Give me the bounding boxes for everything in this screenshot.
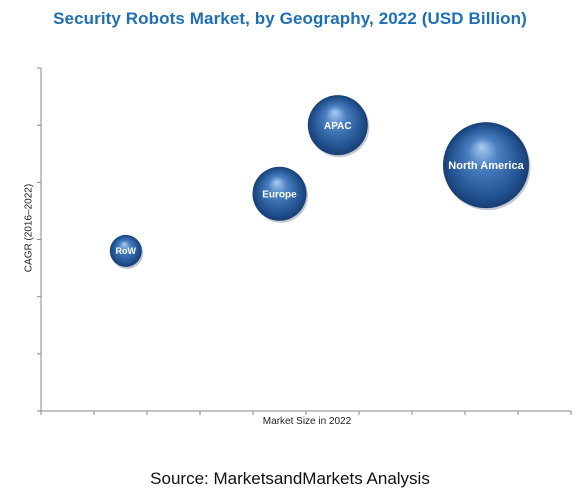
bubble-apac-label: APAC <box>324 121 352 132</box>
bubble-apac: APAC <box>307 95 370 158</box>
bubble-north-america: North America <box>443 122 531 211</box>
bubble-row-label: RoW <box>116 246 137 256</box>
chart-title: Security Robots Market, by Geography, 20… <box>53 9 527 28</box>
bubble-europe: Europe <box>252 166 308 223</box>
bubble-row: RoW <box>109 234 144 269</box>
bubble-north-america-mark <box>443 122 529 209</box>
bubble-north-america-label: North America <box>448 160 524 172</box>
x-axis-label: Market Size in 2022 <box>262 416 352 427</box>
y-axis-label: CAGR (2016–2022) <box>23 183 35 273</box>
source-note: Source: MarketsandMarkets Analysis <box>150 469 430 488</box>
bubble-europe-mark <box>252 166 307 221</box>
bubble-europe-label: Europe <box>262 189 297 200</box>
bubble-row-mark <box>109 234 142 267</box>
bubble-apac-mark <box>307 95 368 156</box>
